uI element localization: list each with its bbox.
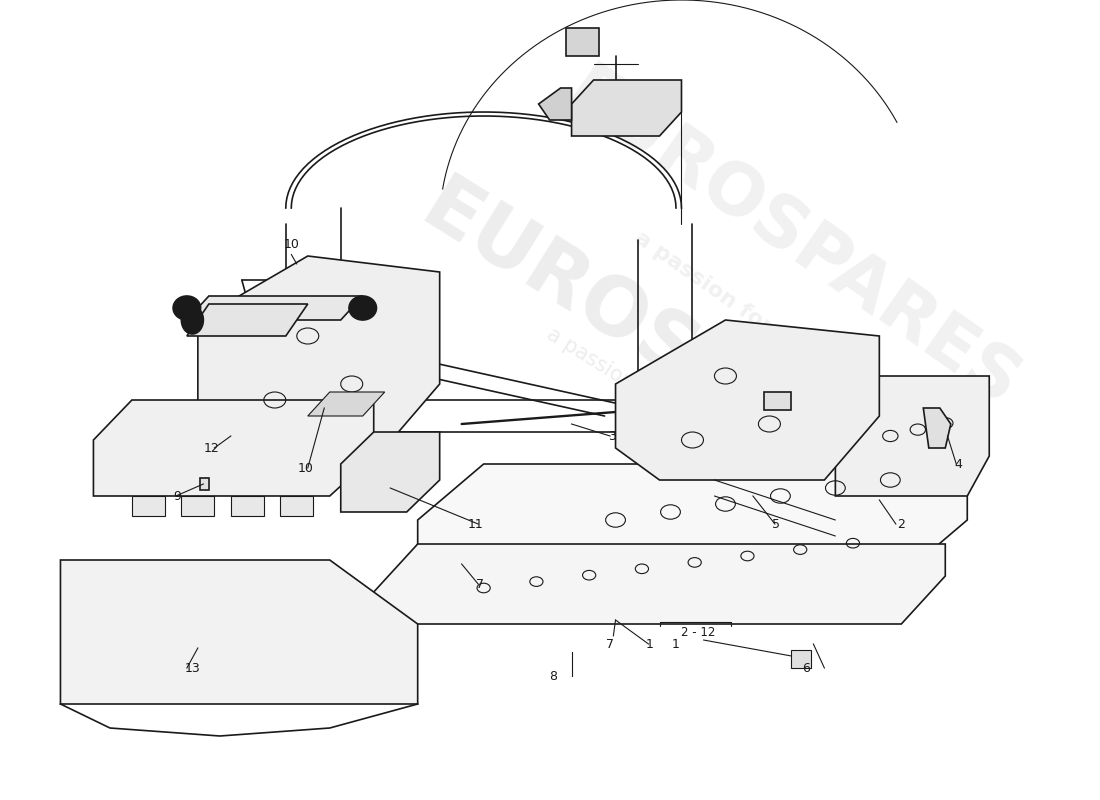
Text: EUROSPARES: EUROSPARES (407, 169, 956, 551)
Bar (182, 496, 214, 516)
Text: 1: 1 (672, 638, 680, 650)
Text: 6: 6 (802, 662, 811, 674)
Polygon shape (835, 376, 989, 496)
Polygon shape (187, 296, 363, 320)
Polygon shape (198, 256, 440, 448)
Text: 1: 1 (646, 638, 654, 650)
Bar (231, 496, 264, 516)
Text: 9: 9 (174, 490, 182, 502)
Polygon shape (198, 360, 374, 464)
Text: 3: 3 (607, 430, 616, 442)
Ellipse shape (173, 296, 200, 320)
Text: 2 - 12: 2 - 12 (681, 626, 715, 638)
Text: 10: 10 (297, 462, 313, 474)
Text: 5: 5 (772, 518, 780, 530)
Bar (200, 478, 209, 490)
Ellipse shape (349, 296, 376, 320)
Text: 10: 10 (284, 238, 299, 250)
Text: EUROSPARES: EUROSPARES (552, 58, 1031, 422)
Text: 2: 2 (898, 518, 905, 530)
Polygon shape (566, 28, 600, 56)
Polygon shape (60, 560, 418, 704)
Polygon shape (923, 408, 950, 448)
Polygon shape (374, 544, 945, 624)
Text: 11: 11 (468, 518, 484, 530)
Bar (791, 650, 811, 668)
Polygon shape (572, 80, 682, 136)
Bar (132, 496, 165, 516)
Polygon shape (341, 432, 440, 512)
Text: 13: 13 (185, 662, 200, 674)
Polygon shape (308, 392, 385, 416)
Text: a passion for parts since 1985: a passion for parts since 1985 (630, 227, 953, 461)
Text: 12: 12 (205, 442, 220, 454)
Text: 4: 4 (954, 458, 961, 470)
Text: 7: 7 (475, 578, 484, 590)
Polygon shape (539, 88, 572, 120)
Ellipse shape (182, 306, 204, 334)
Polygon shape (94, 400, 374, 496)
Bar (280, 496, 314, 516)
Text: 8: 8 (550, 670, 558, 682)
Polygon shape (616, 320, 879, 480)
Text: 7: 7 (606, 638, 614, 650)
Text: a passion for parts since 1985: a passion for parts since 1985 (542, 324, 821, 508)
Polygon shape (418, 464, 967, 576)
Polygon shape (187, 304, 308, 336)
Bar (763, 392, 791, 410)
